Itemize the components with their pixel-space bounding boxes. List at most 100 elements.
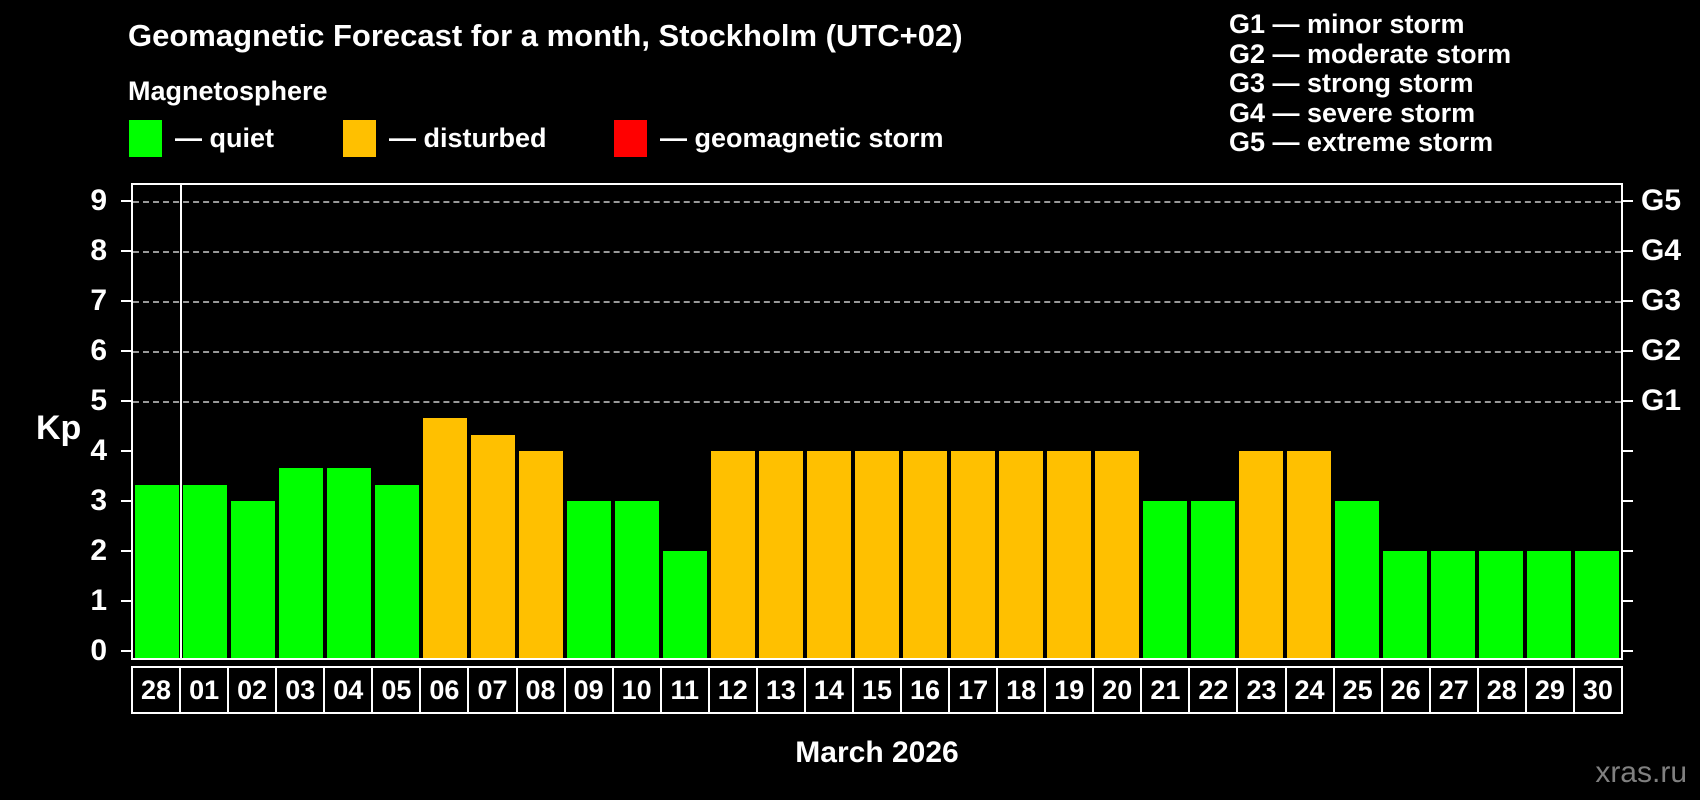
day-label: 28 xyxy=(131,666,182,714)
day-label: 15 xyxy=(851,666,902,714)
chart-title: Geomagnetic Forecast for a month, Stockh… xyxy=(128,18,963,53)
kp-bar-day-23 xyxy=(1239,451,1283,658)
y-tick-right-4 xyxy=(1623,450,1633,452)
bar-cell-day-16 xyxy=(901,185,949,658)
kp-bar-day-02 xyxy=(231,501,275,658)
bar-cell-day-04 xyxy=(325,185,373,658)
y-tick-label-7: 7 xyxy=(90,284,107,317)
y-tick-right-1 xyxy=(1623,600,1633,602)
kp-bar-day-09 xyxy=(567,501,611,658)
g-legend-row-4: G4 — severe storm xyxy=(1229,97,1476,128)
bar-cell-day-15 xyxy=(853,185,901,658)
bar-cell-day-06 xyxy=(421,185,469,658)
day-label: 13 xyxy=(755,666,806,714)
chart-subtitle: Magnetosphere xyxy=(128,76,328,106)
y-tick-left-9 xyxy=(121,200,131,202)
day-label: 06 xyxy=(419,666,470,714)
kp-bar-day-22 xyxy=(1191,501,1235,658)
g-legend-row-2: G2 — moderate storm xyxy=(1229,38,1512,69)
day-label: 05 xyxy=(371,666,422,714)
y-tick-right-6 xyxy=(1623,350,1633,352)
g-axis-label-G5: G5 xyxy=(1641,184,1682,217)
y-tick-label-8: 8 xyxy=(90,234,107,267)
day-label: 11 xyxy=(659,666,710,714)
bar-cell-day-08 xyxy=(517,185,565,658)
gridline-kp8 xyxy=(133,251,1621,253)
bar-cell-day-17 xyxy=(949,185,997,658)
y-tick-label-6: 6 xyxy=(90,334,107,367)
g-axis-label-G2: G2 xyxy=(1641,334,1682,367)
g-axis-label-G4: G4 xyxy=(1641,234,1682,267)
kp-bar-day-06 xyxy=(423,417,467,658)
day-label: 02 xyxy=(227,666,278,714)
y-tick-label-1: 1 xyxy=(90,584,107,617)
y-tick-left-6 xyxy=(121,350,131,352)
day-label: 14 xyxy=(803,666,854,714)
day-label: 27 xyxy=(1428,666,1479,714)
y-tick-right-5 xyxy=(1623,400,1633,402)
y-tick-right-0 xyxy=(1623,650,1633,652)
day-label: 12 xyxy=(707,666,758,714)
day-label: 21 xyxy=(1140,666,1191,714)
day-label: 22 xyxy=(1188,666,1239,714)
bar-cell-day-05 xyxy=(373,185,421,658)
legend-label-storm: — geomagnetic storm xyxy=(660,122,944,153)
bar-cell-day-01 xyxy=(181,185,229,658)
y-tick-left-8 xyxy=(121,250,131,252)
bar-cell-day-18 xyxy=(997,185,1045,658)
quiet-color-swatch-icon xyxy=(129,119,162,157)
bar-cell-day-09 xyxy=(565,185,613,658)
kp-bar-day-29 xyxy=(1527,551,1571,658)
day-label: 29 xyxy=(1524,666,1575,714)
gridline-kp5 xyxy=(133,401,1621,403)
y-tick-right-8 xyxy=(1623,250,1633,252)
x-axis-title: March 2026 xyxy=(795,736,959,769)
y-tick-left-0 xyxy=(121,650,131,652)
bar-cell-day-23 xyxy=(1237,185,1285,658)
y-tick-left-4 xyxy=(121,450,131,452)
kp-bar-day-04 xyxy=(327,467,371,658)
day-label: 18 xyxy=(996,666,1047,714)
day-label: 28 xyxy=(1476,666,1527,714)
bar-cell-day-07 xyxy=(469,185,517,658)
kp-bar-day-26 xyxy=(1383,551,1427,658)
status-legend: — quiet — disturbed — geomagnetic storm xyxy=(0,118,1100,158)
day-label: 24 xyxy=(1284,666,1335,714)
gridline-kp6 xyxy=(133,351,1621,353)
bar-cell-day-27 xyxy=(1429,185,1477,658)
kp-bar-day-16 xyxy=(903,451,947,658)
y-tick-right-3 xyxy=(1623,500,1633,502)
day-label: 01 xyxy=(179,666,230,714)
day-label: 07 xyxy=(467,666,518,714)
kp-bar-day-17 xyxy=(951,451,995,658)
bar-cell-day-22 xyxy=(1189,185,1237,658)
day-label: 17 xyxy=(948,666,999,714)
bar-cell-day-10 xyxy=(613,185,661,658)
kp-bar-day-07 xyxy=(471,434,515,658)
storm-color-swatch-icon xyxy=(614,119,647,157)
y-tick-label-0: 0 xyxy=(90,634,107,667)
y-tick-left-5 xyxy=(121,400,131,402)
kp-bar-day-20 xyxy=(1095,451,1139,658)
bar-cell-day-12 xyxy=(709,185,757,658)
kp-bar-day-19 xyxy=(1047,451,1091,658)
day-label: 04 xyxy=(323,666,374,714)
g-legend-row-3: G3 — strong storm xyxy=(1229,68,1474,98)
legend-label-disturbed: — disturbed xyxy=(389,122,547,153)
y-tick-label-4: 4 xyxy=(90,434,107,467)
watermark-xras: xras.ru xyxy=(1595,756,1687,789)
bar-cell-day-24 xyxy=(1285,185,1333,658)
legend-label-quiet: — quiet xyxy=(175,122,274,153)
bar-cell-day-28 xyxy=(133,185,181,658)
kp-bar-day-25 xyxy=(1335,501,1379,658)
kp-bar-day-14 xyxy=(807,451,851,658)
bar-cell-day-14 xyxy=(805,185,853,658)
bar-cell-day-25 xyxy=(1333,185,1381,658)
bar-cell-day-19 xyxy=(1045,185,1093,658)
day-label: 25 xyxy=(1332,666,1383,714)
bar-cell-day-28 xyxy=(1477,185,1525,658)
day-label: 30 xyxy=(1572,666,1623,714)
month-divider-line xyxy=(180,185,182,658)
y-tick-left-1 xyxy=(121,600,131,602)
